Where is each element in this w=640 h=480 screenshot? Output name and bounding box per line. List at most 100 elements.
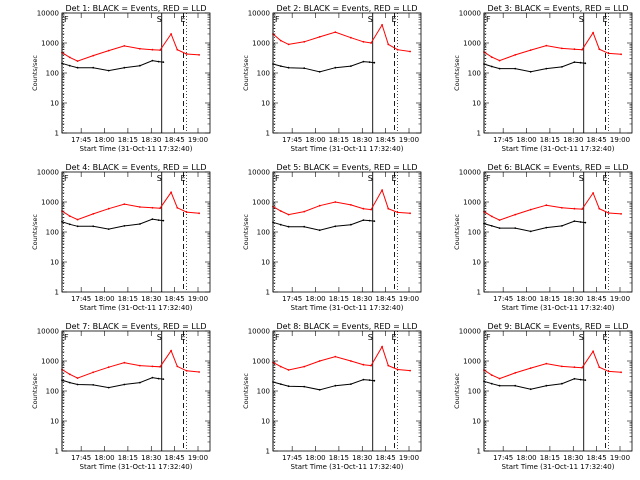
panel-title: Det 8: BLACK = Events, RED = LLD xyxy=(277,322,418,331)
events-point xyxy=(279,223,282,226)
events-point xyxy=(368,379,371,381)
events-point xyxy=(573,61,576,63)
s-marker-label: S xyxy=(368,333,373,342)
s-marker-label: S xyxy=(368,15,373,24)
lld-series-line xyxy=(483,31,622,62)
lld-point xyxy=(279,210,282,212)
events-point xyxy=(68,381,71,384)
lld-point xyxy=(170,349,173,352)
y-tick-label: 10000 xyxy=(248,328,270,336)
events-point xyxy=(107,386,110,389)
events-point xyxy=(157,219,160,222)
x-tick-label: 17:45 xyxy=(282,454,302,462)
y-tick-label: 10000 xyxy=(37,10,59,18)
x-tick-label: 18:15 xyxy=(329,136,349,144)
x-tick-label: 18:45 xyxy=(165,295,185,303)
lld-point xyxy=(529,208,532,211)
x-axis-label: Start Time (31-Oct-11 17:32:40) xyxy=(80,463,193,471)
lld-point xyxy=(318,36,321,38)
s-marker-label: S xyxy=(368,174,373,183)
detector-panel-6: Det 6: BLACK = Events, RED = LLD Counts/s… xyxy=(453,163,633,312)
events-point xyxy=(139,381,141,384)
events-point xyxy=(584,379,587,381)
panel-title: Det 6: BLACK = Events, RED = LLD xyxy=(488,163,629,172)
x-tick-label: 19:00 xyxy=(399,136,419,144)
events-point xyxy=(123,383,126,386)
y-tick-label: 100 xyxy=(46,229,59,237)
lld-point xyxy=(68,56,71,59)
lld-point xyxy=(561,206,563,209)
events-point xyxy=(561,225,563,227)
events-point xyxy=(373,220,376,223)
lld-point xyxy=(151,365,154,368)
y-axis-label: Counts/sec xyxy=(453,214,461,250)
lld-point xyxy=(279,365,282,368)
lld-point xyxy=(598,48,601,51)
x-tick-label: 17:45 xyxy=(71,136,91,144)
y-tick-label: 100 xyxy=(46,70,59,78)
x-tick-label: 18:45 xyxy=(376,295,396,303)
x-tick-label: 18:00 xyxy=(516,136,536,144)
events-point xyxy=(368,61,371,63)
events-point xyxy=(490,65,493,68)
lld-point xyxy=(362,207,365,210)
y-tick-label: 10 xyxy=(472,100,481,108)
x-tick-label: 18:45 xyxy=(165,454,185,462)
events-point xyxy=(68,64,71,67)
events-point xyxy=(303,225,306,228)
x-tick-label: 18:00 xyxy=(94,295,114,303)
events-point xyxy=(303,385,306,388)
y-tick-label: 10000 xyxy=(459,169,481,177)
y-tick-label: 1000 xyxy=(463,199,481,207)
events-point xyxy=(362,219,365,222)
x-tick-label: 18:30 xyxy=(352,136,372,144)
events-point xyxy=(334,384,337,387)
y-tick-label: 1 xyxy=(266,448,270,456)
lld-point xyxy=(592,192,594,194)
x-tick-label: 19:00 xyxy=(610,454,630,462)
lld-point xyxy=(76,377,79,379)
detector-panel-8: Det 8: BLACK = Events, RED = LLD Counts/s… xyxy=(242,322,422,471)
events-point xyxy=(162,378,165,380)
events-point xyxy=(579,61,582,64)
lld-point xyxy=(561,365,563,368)
events-point xyxy=(318,388,321,391)
events-point xyxy=(139,64,141,67)
plot-frame xyxy=(272,171,422,293)
detector-panel-7: Det 7: BLACK = Events, RED = LLD Counts/s… xyxy=(31,322,211,471)
lld-series-line xyxy=(483,191,622,221)
events-point xyxy=(123,66,126,69)
lld-point xyxy=(68,373,71,376)
events-point xyxy=(107,69,110,72)
y-tick-label: 10000 xyxy=(37,328,59,336)
x-tick-label: 19:00 xyxy=(188,295,208,303)
lld-point xyxy=(498,59,501,62)
events-point xyxy=(514,67,517,70)
events-series-line xyxy=(483,378,586,390)
events-point xyxy=(529,388,532,391)
lld-point xyxy=(287,43,290,46)
events-point xyxy=(498,67,501,70)
detector-panel-1: Det 1: BLACK = Events, RED = LLD Counts/s… xyxy=(31,4,211,153)
x-axis-label: Start Time (31-Oct-11 17:32:40) xyxy=(502,304,615,312)
events-point xyxy=(318,229,321,232)
x-tick-label: 18:45 xyxy=(165,136,185,144)
y-tick-label: 1 xyxy=(55,130,59,138)
plot-frame xyxy=(272,330,422,452)
lld-point xyxy=(176,206,179,209)
events-point xyxy=(318,70,321,73)
y-tick-label: 100 xyxy=(46,388,59,396)
events-series-line xyxy=(483,220,586,232)
plot-frame xyxy=(61,330,211,452)
lld-point xyxy=(396,48,399,51)
x-tick-label: 18:00 xyxy=(94,136,114,144)
x-axis-label: Start Time (31-Oct-11 17:32:40) xyxy=(291,463,404,471)
x-tick-label: 19:00 xyxy=(399,454,419,462)
f-marker-label: F xyxy=(275,15,280,24)
x-tick-label: 17:45 xyxy=(282,136,302,144)
e-marker-label: E xyxy=(603,174,608,183)
y-axis-label: Counts/sec xyxy=(242,373,250,409)
s-marker-label: S xyxy=(579,174,584,183)
lld-point xyxy=(592,350,594,353)
y-tick-label: 100 xyxy=(257,70,270,78)
